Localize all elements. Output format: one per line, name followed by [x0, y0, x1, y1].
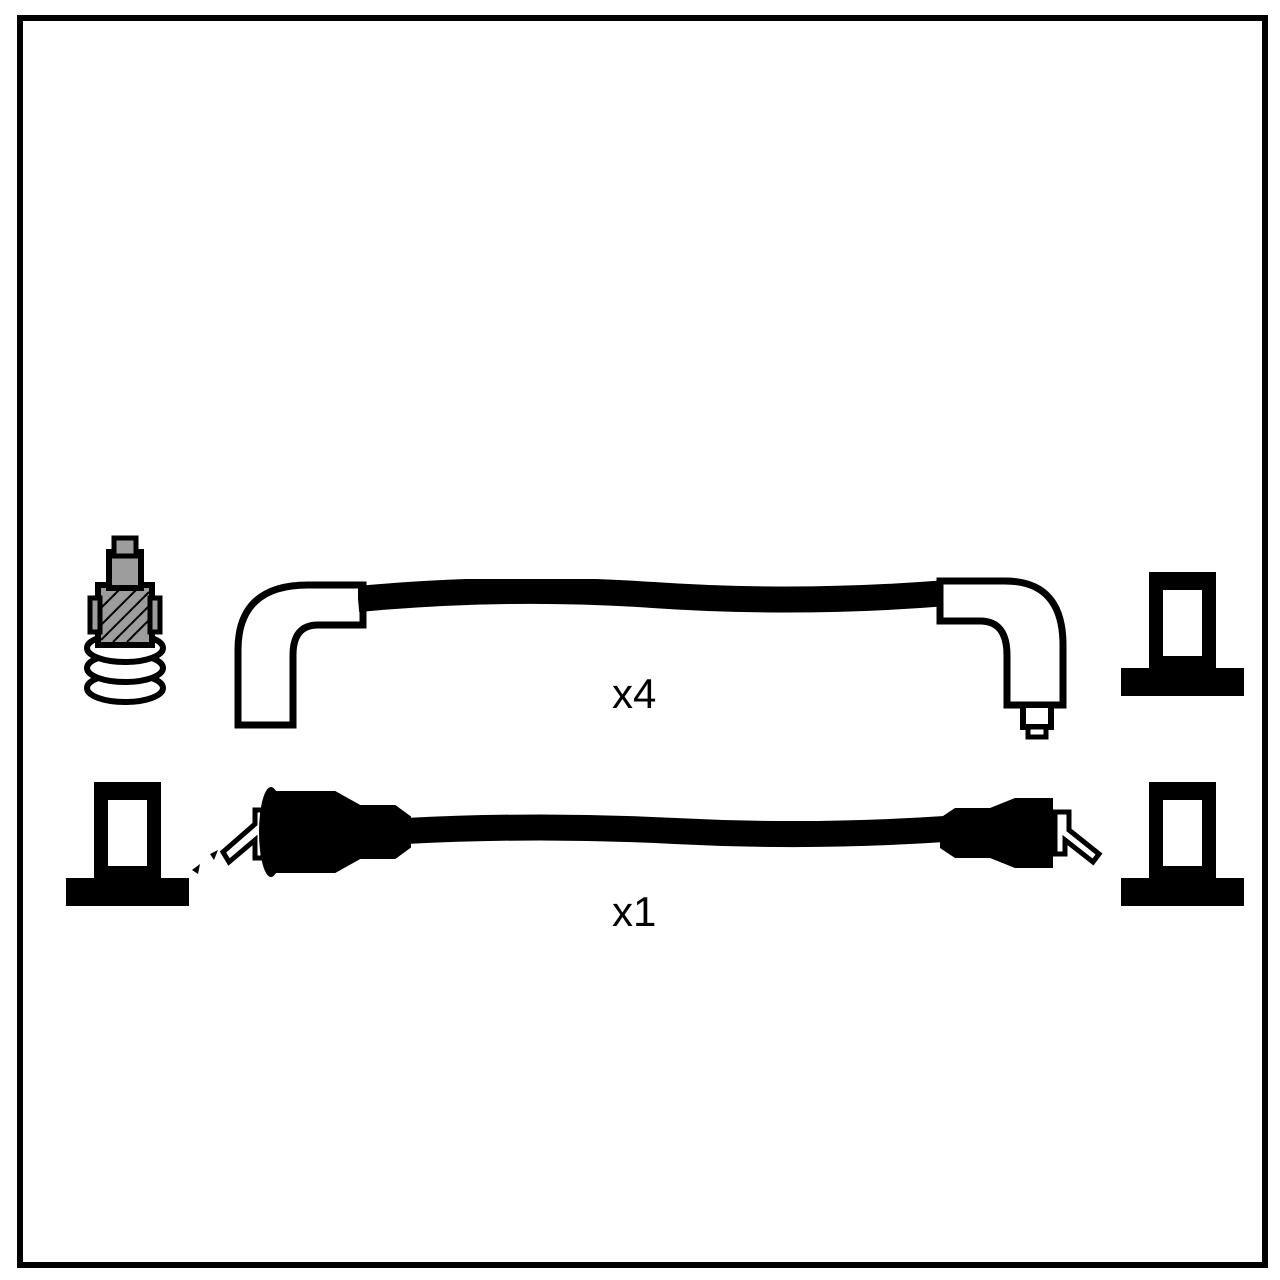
quantity-label-row1: x4	[612, 670, 656, 718]
cable1-right-boot-icon	[935, 555, 1105, 745]
distributor-socket-icon	[1115, 770, 1250, 910]
distributor-socket-icon	[1115, 560, 1250, 700]
quantity-label-row2: x1	[612, 888, 656, 936]
diagram-canvas: x4 x1	[0, 0, 1280, 1280]
cable2-right-boot-icon	[935, 778, 1105, 888]
cable2-left-boot-icon	[215, 762, 415, 892]
cable1-left-boot-icon	[198, 555, 378, 730]
cable2-wire	[405, 814, 945, 848]
spark-plug-terminal-icon	[65, 530, 185, 710]
distributor-socket-icon	[60, 770, 195, 910]
cable1-wire	[358, 579, 948, 619]
